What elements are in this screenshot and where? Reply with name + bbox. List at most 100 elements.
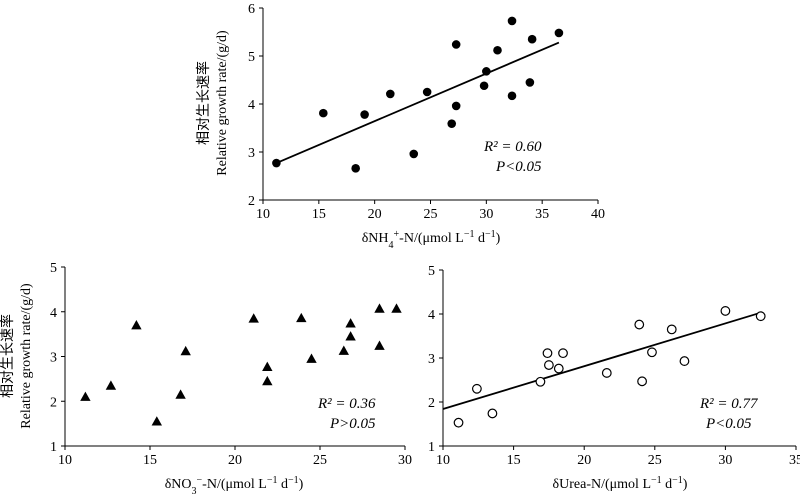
no3-xlabel-sup: − xyxy=(197,475,203,486)
no3-data-point xyxy=(262,361,273,371)
nh4-x-tick-label: 30 xyxy=(479,207,493,222)
nh4-xlabel-post: -N/(μmol L xyxy=(399,231,464,246)
nh4-panel: 相对生长速率 Relative growth rate/(g/d) δNH4+-… xyxy=(195,2,605,251)
no3-ylabel-en: Relative growth rate/(g/d) xyxy=(19,283,34,429)
no3-data-point xyxy=(180,345,191,356)
urea-xlabel-end: ) xyxy=(683,477,688,492)
no3-y-tick-label: 1 xyxy=(50,440,57,455)
no3-data-point xyxy=(306,353,317,363)
nh4-y-tick-label: 2 xyxy=(248,194,255,209)
no3-data-point xyxy=(374,340,385,350)
urea-x-tick-label: 30 xyxy=(718,453,732,468)
nh4-data-point xyxy=(451,101,461,111)
no3-data-point xyxy=(175,389,186,399)
no3-data-point xyxy=(105,380,117,390)
urea-x-tick-label: 10 xyxy=(436,453,450,468)
urea-x-tick-label: 35 xyxy=(789,453,800,468)
urea-x-tick-label: 20 xyxy=(577,453,591,468)
nh4-xlabel-end: ) xyxy=(496,231,501,246)
no3-data-point xyxy=(262,375,273,386)
nh4-xlabel: δNH4+-N/(μmol L−1 d−1) xyxy=(362,229,501,251)
urea-data-point xyxy=(542,348,553,359)
no3-x-tick-label: 15 xyxy=(143,453,157,468)
nh4-x-tick-label: 20 xyxy=(368,207,382,222)
urea-trend-line xyxy=(442,311,761,410)
no3-y-tick-label: 5 xyxy=(50,261,57,276)
nh4-data-point xyxy=(272,158,281,168)
nh4-r2-annotation: R² = 0.60 xyxy=(483,139,542,155)
nh4-xlabel-pre: δNH xyxy=(362,231,389,246)
no3-data-point xyxy=(345,331,356,341)
urea-data-point xyxy=(453,417,464,428)
urea-data-point xyxy=(553,363,564,374)
nh4-xlabel-sup: + xyxy=(394,229,400,240)
urea-data-point xyxy=(679,356,690,366)
nh4-data-point xyxy=(351,164,360,173)
urea-data-point xyxy=(544,360,554,370)
urea-r2-annotation: R² = 0.77 xyxy=(699,396,759,412)
no3-xlabel-sub: 3 xyxy=(192,486,197,496)
no3-y-tick-label: 4 xyxy=(50,306,57,321)
nh4-data-point xyxy=(479,81,489,91)
no3-xlabel-post: -N/(μmol L xyxy=(202,477,267,492)
nh4-xlabel-mid: d xyxy=(474,231,485,246)
nh4-xlabel-sup2: −1 xyxy=(464,229,475,240)
no3-xlabel-sup3: −1 xyxy=(288,475,299,486)
no3-ylabel-cn: 相对生长速率 xyxy=(0,314,16,398)
urea-x-tick-label: 15 xyxy=(507,453,521,468)
no3-data-point xyxy=(345,318,356,328)
nh4-p-annotation: P<0.05 xyxy=(495,159,542,175)
nh4-x-tick-label: 35 xyxy=(535,207,549,222)
nh4-y-tick-label: 4 xyxy=(248,98,255,113)
no3-x-tick-label: 10 xyxy=(58,453,72,468)
nh4-data-point xyxy=(386,89,395,99)
no3-x-tick-label: 25 xyxy=(313,453,327,468)
no3-data-point xyxy=(131,319,142,330)
no3-y-tick-label: 3 xyxy=(50,351,57,366)
urea-y-tick-label: 2 xyxy=(428,396,435,411)
nh4-data-point xyxy=(527,34,537,44)
urea-data-point xyxy=(601,368,612,378)
urea-xlabel-sup2: −1 xyxy=(651,475,662,486)
nh4-data-point xyxy=(319,108,328,118)
no3-data-point xyxy=(296,312,307,323)
nh4-ylabel-cn: 相对生长速率 xyxy=(195,61,212,145)
nh4-data-point xyxy=(554,28,564,38)
nh4-data-point xyxy=(507,16,517,26)
urea-data-point xyxy=(647,347,657,358)
urea-data-point xyxy=(471,383,482,394)
nh4-x-tick-label: 15 xyxy=(312,207,326,222)
urea-y-tick-label: 3 xyxy=(428,352,435,367)
nh4-xlabel-sub: 4 xyxy=(389,240,394,251)
nh4-data-point xyxy=(451,40,461,49)
no3-panel: 相对生长速率 Relative growth rate/(g/d) δNO3−-… xyxy=(0,261,412,496)
nh4-x-tick-label: 10 xyxy=(256,207,270,222)
nh4-trend-line xyxy=(276,41,560,164)
urea-xlabel-mid: d xyxy=(662,477,673,492)
no3-data-point xyxy=(338,345,349,355)
urea-data-point xyxy=(637,376,647,387)
no3-xlabel-mid: d xyxy=(277,477,288,492)
no3-data-point xyxy=(80,391,91,401)
nh4-x-tick-label: 25 xyxy=(424,207,438,222)
no3-x-tick-label: 20 xyxy=(228,453,242,468)
no3-x-tick-label: 30 xyxy=(398,453,412,468)
nh4-data-point xyxy=(507,91,517,101)
urea-y-tick-label: 4 xyxy=(428,308,435,323)
urea-y-tick-label: 5 xyxy=(428,264,435,279)
urea-xlabel-sup3: −1 xyxy=(672,475,683,486)
nh4-data-point xyxy=(409,149,419,159)
no3-r2-annotation: R² = 0.36 xyxy=(317,396,376,412)
urea-data-point xyxy=(535,376,546,387)
nh4-y-tick-label: 3 xyxy=(248,146,255,161)
urea-data-point xyxy=(720,306,731,316)
urea-xlabel-pre: δUrea-N/(μmol L xyxy=(553,477,651,492)
urea-y-tick-label: 1 xyxy=(428,440,435,455)
urea-xlabel: δUrea-N/(μmol L−1 d−1) xyxy=(553,475,688,493)
nh4-x-tick-label: 40 xyxy=(591,207,605,222)
no3-ylabel: 相对生长速率 Relative growth rate/(g/d) xyxy=(0,283,34,429)
nh4-data-point xyxy=(525,78,535,87)
no3-data-point xyxy=(151,416,162,426)
nh4-data-point xyxy=(447,119,457,128)
